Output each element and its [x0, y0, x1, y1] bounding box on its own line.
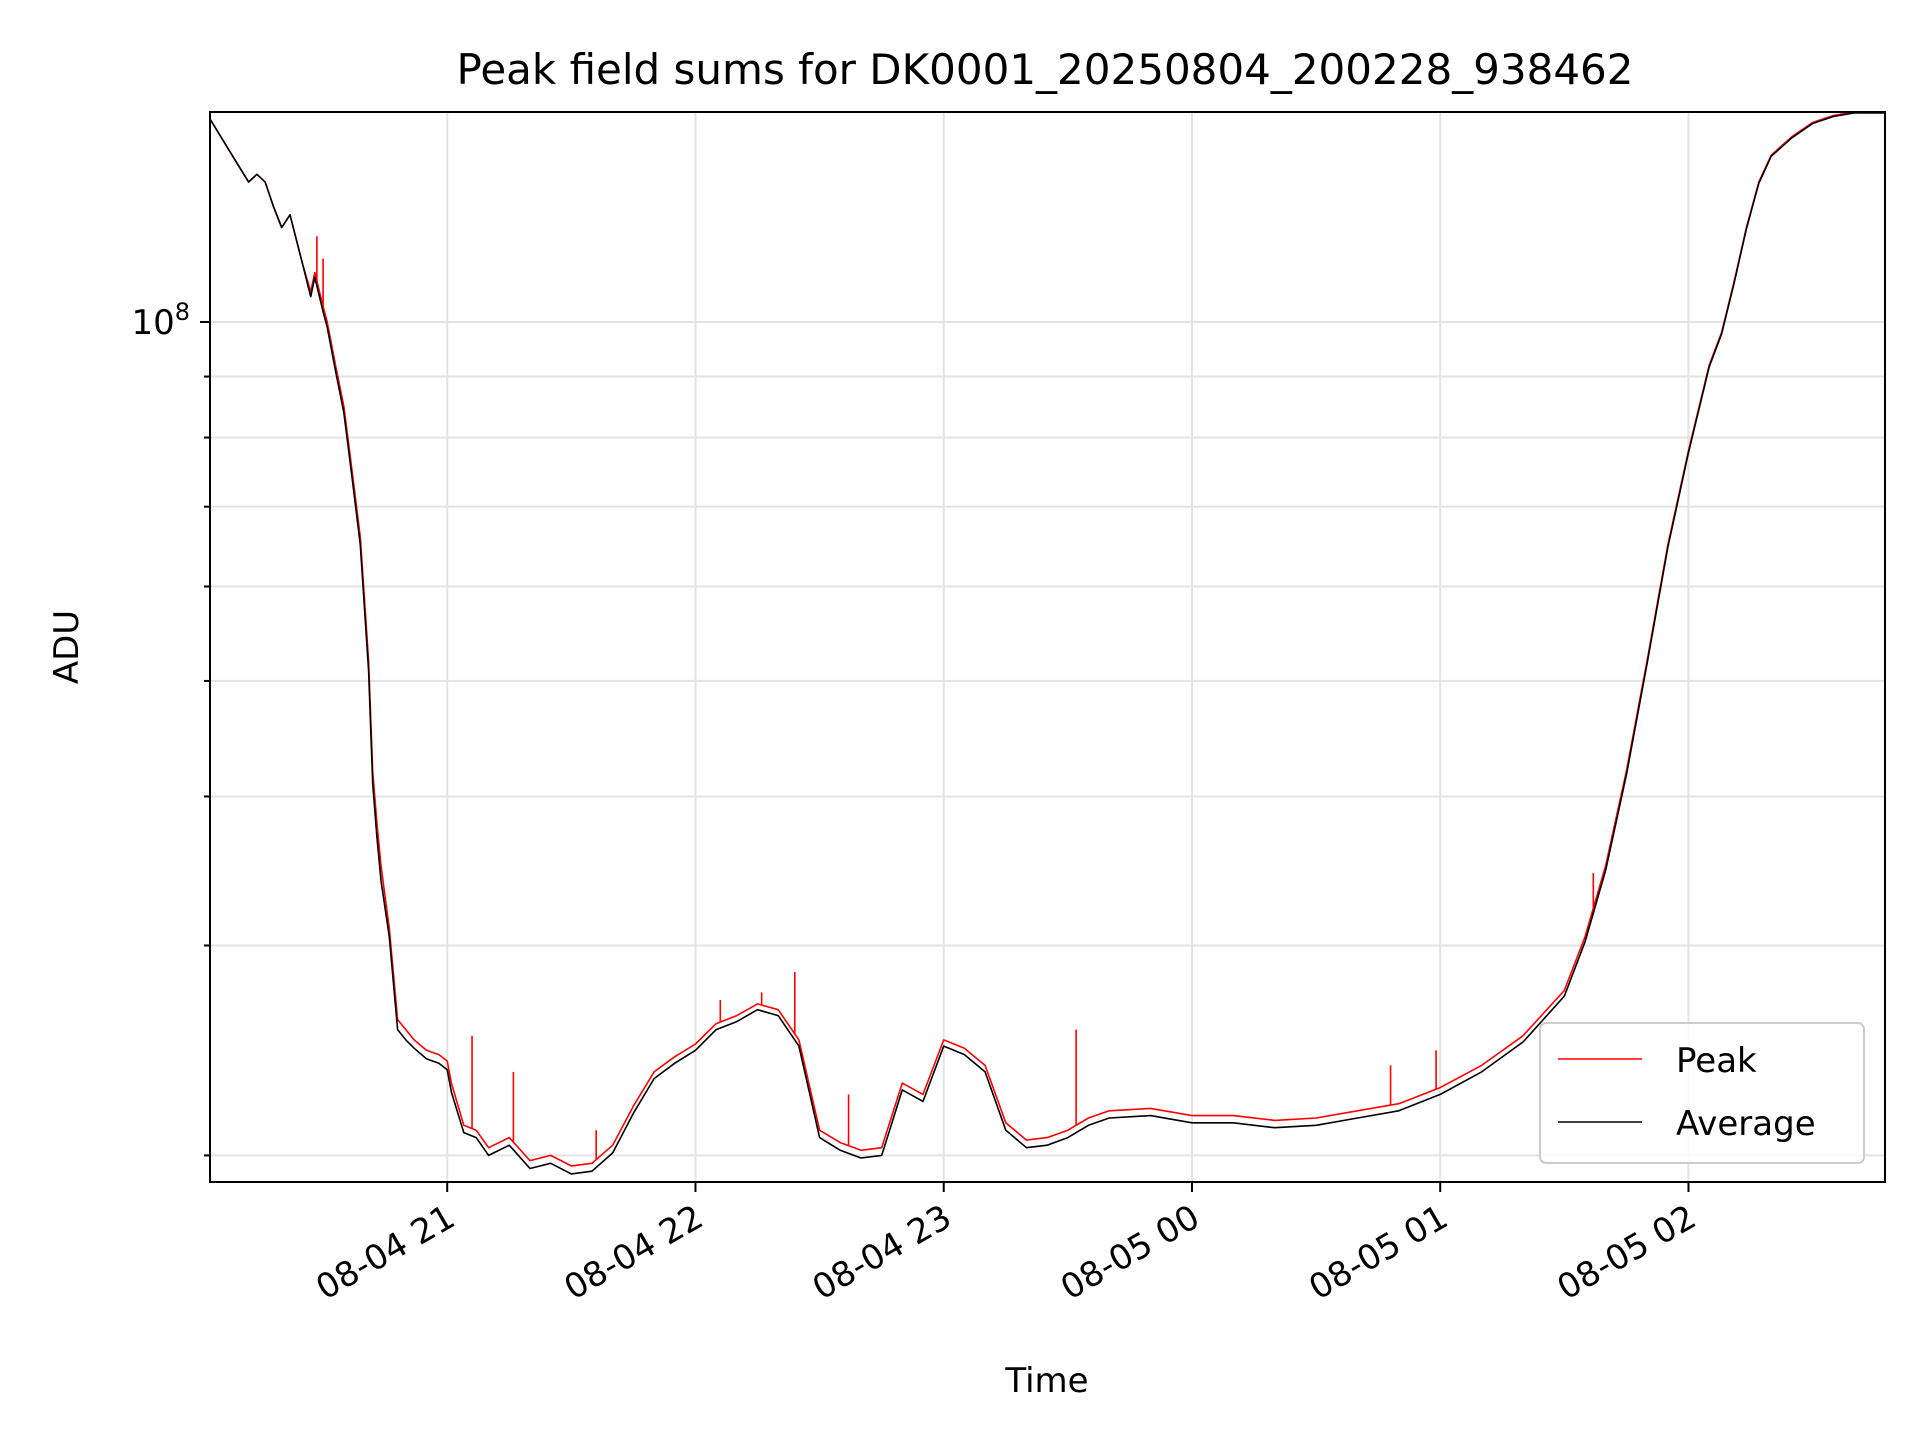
- series-line-average: [209, 112, 1885, 1175]
- y-axis: 108: [131, 298, 210, 1157]
- series-line-peak: [209, 111, 1885, 1167]
- x-tick-label: 08-04 21: [309, 1197, 461, 1308]
- x-tick-label: 08-05 01: [1302, 1197, 1454, 1308]
- legend: Peak Average: [1539, 1022, 1865, 1164]
- x-tick-label: 08-04 22: [558, 1197, 710, 1308]
- chart-title: Peak field sums for DK0001_20250804_2002…: [456, 45, 1633, 94]
- plot-lines: [209, 111, 1885, 1175]
- x-axis-label: Time: [1004, 1361, 1088, 1401]
- plot-frame: [209, 111, 1886, 1183]
- legend-peak-label: Peak: [1676, 1041, 1757, 1081]
- x-tick-label: 08-05 00: [1054, 1197, 1206, 1308]
- x-tick-label: 08-05 02: [1551, 1197, 1703, 1308]
- grid: [210, 112, 1885, 1182]
- y-tick-label: 108: [131, 298, 190, 343]
- legend-box: [1539, 1022, 1865, 1164]
- legend-average-label: Average: [1676, 1104, 1816, 1144]
- x-axis: 08-04 21 08-04 22 08-04 23 08-05 00 08-05 01…: [309, 1182, 1703, 1308]
- x-tick-label: 08-04 23: [806, 1197, 958, 1308]
- y-axis-label: ADU: [47, 610, 87, 684]
